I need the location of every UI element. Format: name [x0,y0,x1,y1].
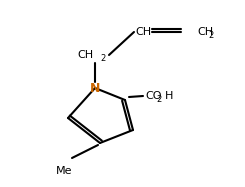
Text: 2: 2 [156,94,162,103]
Text: 2: 2 [100,53,106,62]
Text: CH: CH [135,27,151,37]
Text: Me: Me [56,166,72,176]
Text: N: N [90,82,100,94]
Text: CO: CO [145,91,161,101]
Text: 2: 2 [208,30,214,39]
Text: H: H [165,91,173,101]
Text: CH: CH [197,27,213,37]
Text: CH: CH [77,50,93,60]
